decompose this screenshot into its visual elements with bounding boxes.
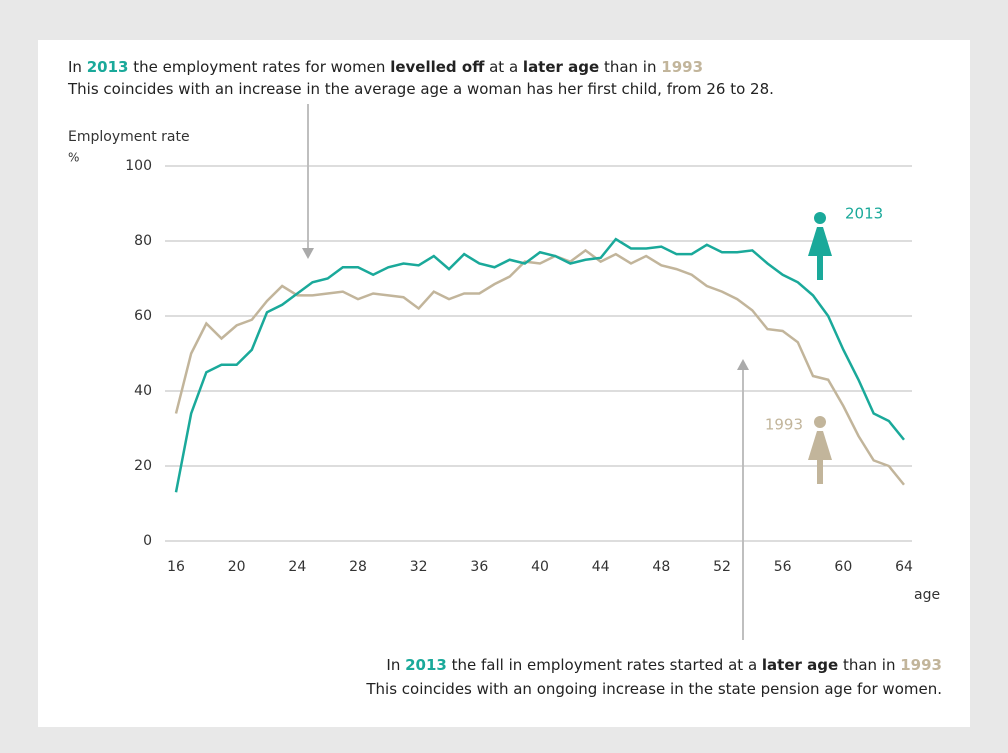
x-tick-label: 36: [470, 559, 488, 575]
annotation: In 2013 the employment rates for women l…: [68, 56, 703, 78]
annotation-part: 1993: [661, 58, 704, 76]
icon-body: [808, 431, 832, 460]
x-tick-label: 56: [774, 559, 792, 575]
y-tick-label: 100: [125, 158, 152, 174]
annotation-part: This coincides with an increase in the a…: [68, 80, 774, 98]
annotation-part: In: [68, 58, 87, 76]
annotation-part: 2013: [405, 656, 447, 674]
x-tick-label: 44: [592, 559, 610, 575]
series-label: 1993: [765, 416, 803, 434]
annotation-part: the employment rates for women: [128, 58, 391, 76]
x-tick-label: 64: [895, 559, 913, 575]
arrow-head: [737, 359, 749, 370]
y-tick-label: 20: [134, 458, 152, 474]
icon-head: [814, 212, 826, 224]
woman-icon: [808, 416, 832, 484]
x-tick-label: 28: [349, 559, 367, 575]
y-axis-unit: %: [68, 151, 79, 165]
icon-body: [808, 227, 832, 256]
icon-legs: [817, 460, 823, 484]
y-tick-label: 0: [143, 533, 152, 549]
icon-legs: [817, 256, 823, 280]
series-label: 2013: [845, 205, 883, 223]
series-line: [174, 248, 905, 486]
annotation-part: In: [386, 656, 406, 674]
annotation: This coincides with an increase in the a…: [68, 78, 774, 100]
y-tick-label: 60: [134, 308, 152, 324]
x-tick-label: 52: [713, 559, 731, 575]
x-tick-label: 16: [167, 559, 185, 575]
annotation-part: 2013: [86, 58, 129, 76]
x-tick-label: 40: [531, 559, 549, 575]
annotation-part: than in: [599, 58, 662, 76]
woman-icon: [808, 212, 832, 280]
icon-head: [814, 416, 826, 428]
y-axis-label: Employment rate: [68, 129, 190, 145]
annotation-part: later age: [761, 656, 839, 674]
annotation-part: later age: [522, 58, 600, 76]
y-tick-label: 40: [134, 383, 152, 399]
x-tick-label: 20: [228, 559, 246, 575]
annotation-part: 1993: [900, 656, 942, 674]
annotation-part: than in: [838, 656, 901, 674]
x-tick-label: 32: [410, 559, 428, 575]
x-tick-label: 48: [652, 559, 670, 575]
arrow-head: [302, 248, 314, 259]
annotation-part: at a: [484, 58, 523, 76]
y-tick-label: 80: [134, 233, 152, 249]
annotation-part: This coincides with an ongoing increase …: [366, 680, 942, 698]
x-tick-label: 24: [288, 559, 306, 575]
panel: [38, 40, 970, 727]
x-tick-label: 60: [834, 559, 852, 575]
annotation-part: levelled off: [390, 58, 485, 76]
annotation: This coincides with an ongoing increase …: [366, 678, 942, 700]
series-line: [174, 237, 905, 493]
x-axis-label: age: [914, 587, 940, 603]
annotation: In 2013 the fall in employment rates sta…: [386, 654, 942, 676]
annotation-part: the fall in employment rates started at …: [446, 656, 762, 674]
